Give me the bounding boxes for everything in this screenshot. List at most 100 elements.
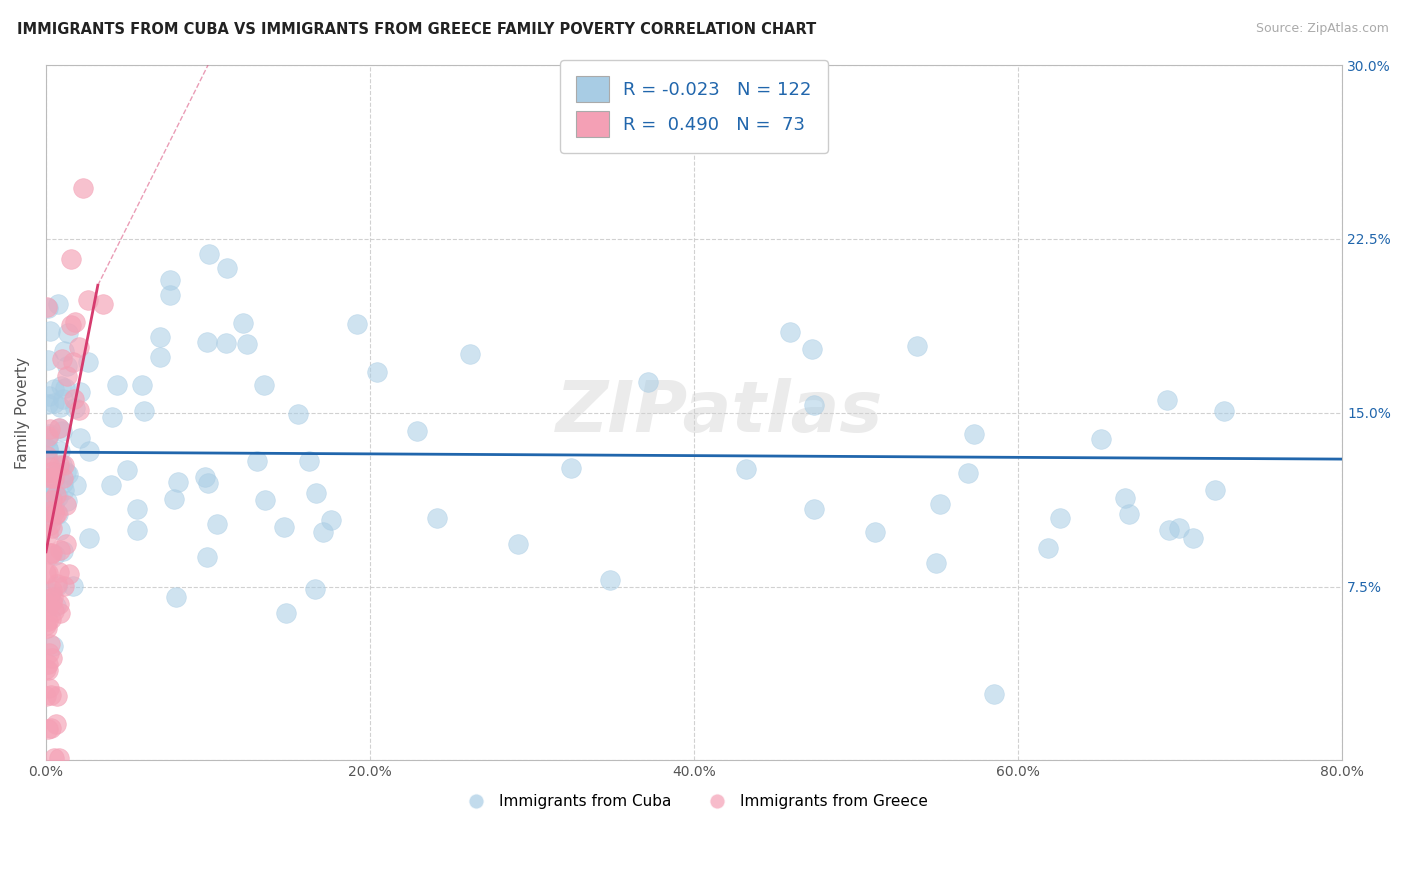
Immigrants from Cuba: [125, 501, 148, 516]
Immigrants from Cuba: [37, 431, 59, 445]
Immigrants from Greece: [72, 180, 94, 194]
Immigrants from Cuba: [599, 573, 621, 587]
Immigrants from Cuba: [1167, 521, 1189, 535]
Immigrants from Greece: [49, 543, 72, 558]
Immigrants from Greece: [37, 429, 59, 443]
Immigrants from Cuba: [52, 392, 75, 406]
Immigrants from Greece: [48, 421, 70, 435]
Text: Source: ZipAtlas.com: Source: ZipAtlas.com: [1256, 22, 1389, 36]
Immigrants from Cuba: [637, 376, 659, 390]
Immigrants from Greece: [48, 597, 70, 611]
Immigrants from Cuba: [42, 498, 65, 512]
Immigrants from Greece: [35, 449, 58, 463]
Immigrants from Greece: [42, 505, 65, 519]
Immigrants from Greece: [62, 392, 84, 406]
Immigrants from Greece: [41, 651, 63, 665]
Immigrants from Greece: [39, 689, 62, 703]
Immigrants from Greece: [44, 508, 66, 522]
Immigrants from Cuba: [38, 324, 60, 338]
Immigrants from Greece: [91, 297, 114, 311]
Immigrants from Greece: [35, 566, 58, 580]
Immigrants from Cuba: [803, 398, 825, 412]
Immigrants from Greece: [35, 689, 58, 703]
Immigrants from Cuba: [46, 296, 69, 310]
Immigrants from Cuba: [39, 507, 62, 521]
Immigrants from Cuba: [273, 520, 295, 534]
Immigrants from Cuba: [924, 556, 946, 570]
Immigrants from Greece: [46, 506, 69, 520]
Immigrants from Cuba: [779, 325, 801, 339]
Immigrants from Cuba: [560, 461, 582, 475]
Immigrants from Cuba: [1156, 392, 1178, 407]
Immigrants from Cuba: [287, 407, 309, 421]
Immigrants from Greece: [38, 646, 60, 660]
Immigrants from Cuba: [37, 442, 59, 456]
Immigrants from Cuba: [52, 476, 75, 491]
Immigrants from Greece: [39, 547, 62, 561]
Immigrants from Cuba: [236, 336, 259, 351]
Immigrants from Cuba: [44, 396, 66, 410]
Immigrants from Cuba: [39, 487, 62, 501]
Immigrants from Cuba: [65, 477, 87, 491]
Immigrants from Cuba: [983, 687, 1005, 701]
Immigrants from Greece: [37, 599, 59, 613]
Immigrants from Cuba: [149, 350, 172, 364]
Legend: Immigrants from Cuba, Immigrants from Greece: Immigrants from Cuba, Immigrants from Gr…: [454, 789, 934, 815]
Immigrants from Cuba: [105, 378, 128, 392]
Immigrants from Greece: [55, 498, 77, 512]
Immigrants from Greece: [59, 318, 82, 333]
Immigrants from Greece: [41, 582, 63, 597]
Immigrants from Cuba: [254, 492, 277, 507]
Immigrants from Cuba: [38, 513, 60, 527]
Immigrants from Cuba: [38, 389, 60, 403]
Immigrants from Cuba: [195, 549, 218, 564]
Immigrants from Cuba: [252, 377, 274, 392]
Immigrants from Cuba: [55, 465, 77, 479]
Immigrants from Cuba: [77, 444, 100, 458]
Immigrants from Cuba: [956, 466, 979, 480]
Immigrants from Greece: [45, 487, 67, 501]
Immigrants from Cuba: [49, 379, 72, 393]
Immigrants from Cuba: [800, 343, 823, 357]
Immigrants from Cuba: [115, 463, 138, 477]
Immigrants from Cuba: [1213, 403, 1236, 417]
Immigrants from Greece: [62, 355, 84, 369]
Immigrants from Cuba: [37, 301, 59, 316]
Immigrants from Greece: [38, 637, 60, 651]
Immigrants from Greece: [53, 458, 76, 472]
Immigrants from Greece: [39, 721, 62, 735]
Immigrants from Greece: [39, 471, 62, 485]
Immigrants from Cuba: [39, 586, 62, 600]
Immigrants from Greece: [39, 470, 62, 484]
Immigrants from Greece: [51, 352, 73, 367]
Y-axis label: Family Poverty: Family Poverty: [15, 357, 30, 468]
Immigrants from Cuba: [963, 426, 986, 441]
Immigrants from Greece: [51, 471, 73, 485]
Immigrants from Greece: [58, 567, 80, 582]
Immigrants from Greece: [39, 546, 62, 560]
Immigrants from Greece: [42, 590, 65, 604]
Immigrants from Cuba: [165, 590, 187, 604]
Immigrants from Greece: [45, 577, 67, 591]
Immigrants from Greece: [42, 604, 65, 618]
Immigrants from Cuba: [1090, 432, 1112, 446]
Immigrants from Cuba: [1114, 491, 1136, 505]
Immigrants from Cuba: [38, 427, 60, 442]
Immigrants from Cuba: [56, 467, 79, 482]
Immigrants from Greece: [35, 618, 58, 632]
Immigrants from Cuba: [298, 454, 321, 468]
Immigrants from Cuba: [319, 513, 342, 527]
Immigrants from Cuba: [167, 475, 190, 489]
Immigrants from Cuba: [132, 403, 155, 417]
Immigrants from Cuba: [45, 465, 67, 479]
Immigrants from Cuba: [48, 523, 70, 537]
Immigrants from Cuba: [1157, 523, 1180, 537]
Immigrants from Cuba: [44, 382, 66, 396]
Immigrants from Cuba: [77, 355, 100, 369]
Text: ZIPatlas: ZIPatlas: [557, 378, 884, 447]
Immigrants from Cuba: [56, 359, 79, 373]
Immigrants from Cuba: [159, 287, 181, 301]
Immigrants from Greece: [41, 546, 63, 560]
Immigrants from Cuba: [62, 579, 84, 593]
Immigrants from Cuba: [803, 501, 825, 516]
